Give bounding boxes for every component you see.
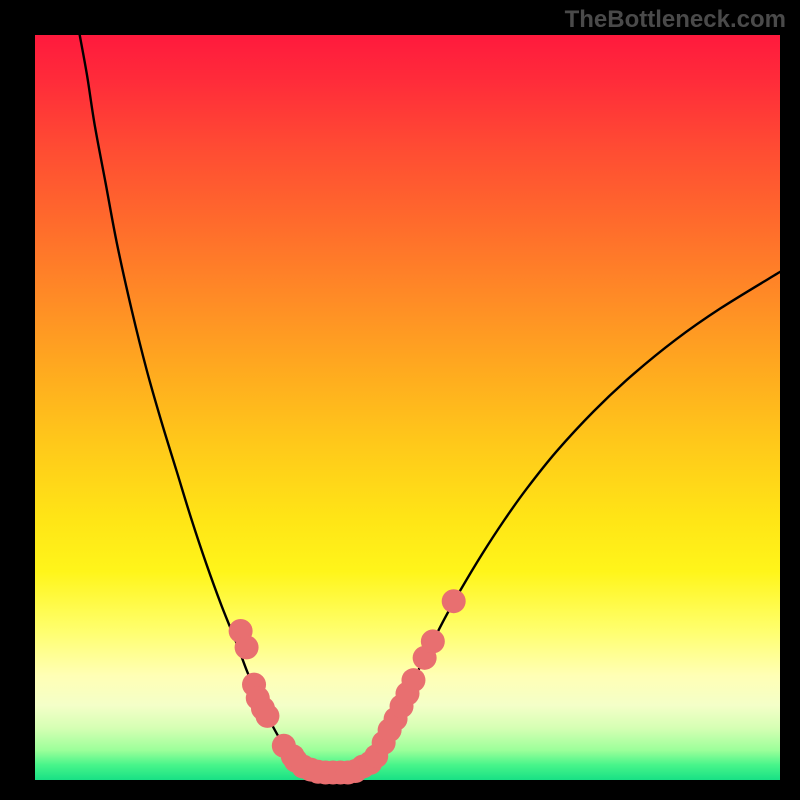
scatter-point (442, 589, 466, 613)
chart-frame: TheBottleneck.com (0, 0, 800, 800)
scatter-point (401, 668, 425, 692)
watermark-text: TheBottleneck.com (565, 6, 786, 34)
scatter-point (421, 629, 445, 653)
plot-background (35, 35, 780, 780)
scatter-point (255, 704, 279, 728)
scatter-point (235, 635, 259, 659)
bottleneck-chart (0, 0, 800, 800)
